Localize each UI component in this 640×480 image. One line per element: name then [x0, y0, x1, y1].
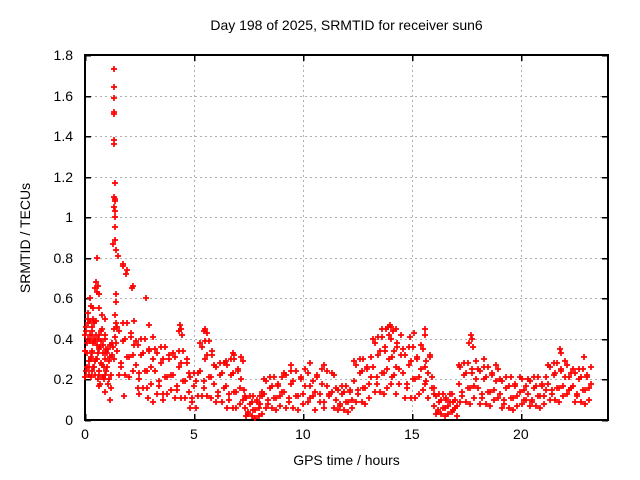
y-tick-label: 1 [65, 209, 73, 226]
scatter-points [82, 66, 594, 421]
y-tick-label: 1.8 [53, 47, 73, 63]
y-axis-label: SRMTID / TECUs [17, 182, 33, 294]
y-tick-label: 0.4 [53, 330, 73, 347]
y-tick-label: 0 [65, 412, 73, 428]
x-tick-label: 5 [190, 426, 198, 442]
x-tick-label: 0 [81, 426, 89, 442]
chart-title: Day 198 of 2025, SRMTID for receiver sun… [210, 17, 483, 33]
y-tick-label: 0.6 [53, 290, 73, 307]
y-tick-label: 1.4 [53, 128, 73, 145]
x-tick-label: 20 [513, 426, 529, 442]
x-tick-label: 10 [295, 426, 311, 442]
y-tick-label: 1.2 [53, 168, 73, 185]
x-axis-label: GPS time / hours [293, 452, 400, 468]
y-tick-label: 0.8 [53, 249, 73, 266]
y-tick-label: 0.2 [53, 371, 73, 388]
grid-lines [85, 55, 608, 420]
y-tick-label: 1.6 [53, 87, 73, 104]
plot-border [84, 54, 609, 421]
x-tick-label: 15 [404, 426, 420, 442]
axis-ticks [84, 54, 608, 422]
